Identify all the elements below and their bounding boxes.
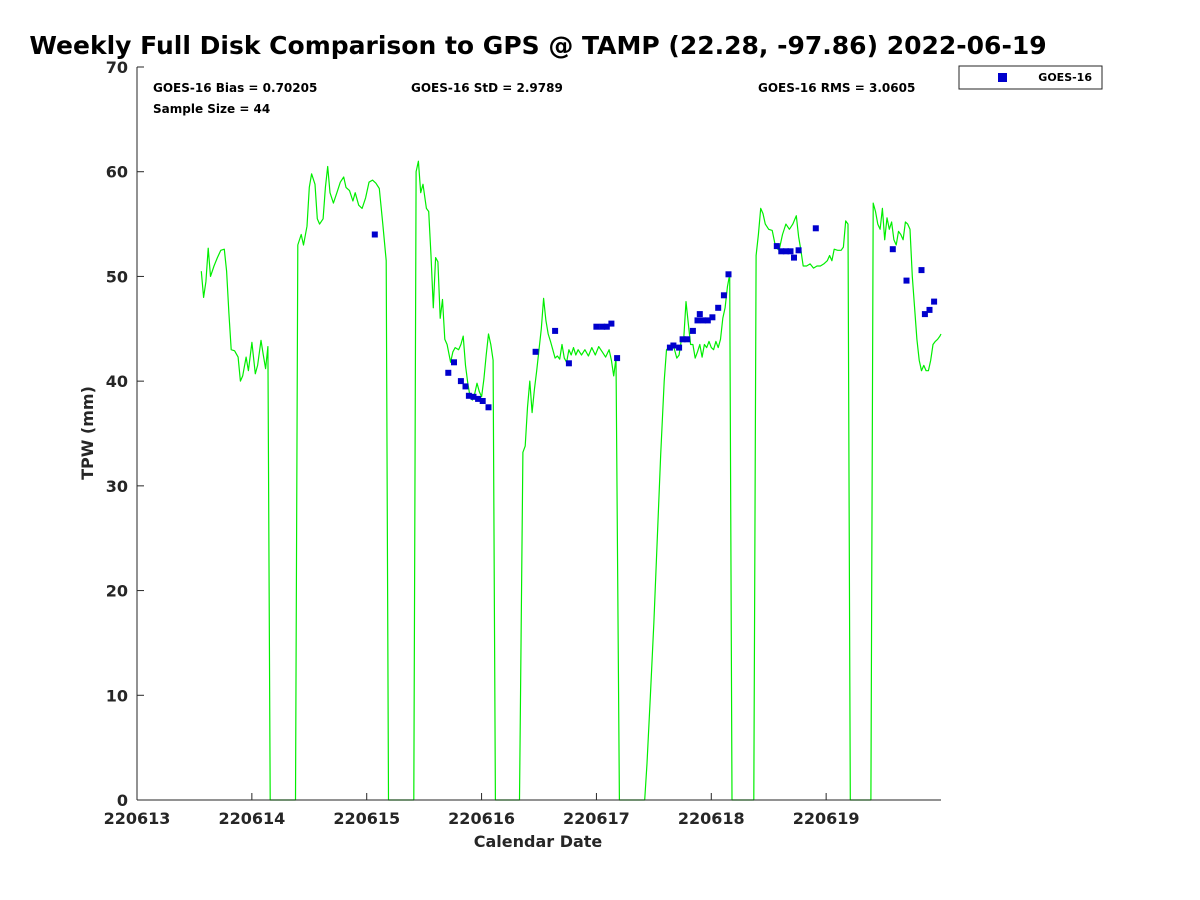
scatter-point [462,383,469,390]
scatter-point [565,360,572,367]
scatter-point [715,304,722,311]
x-axis-label: Calendar Date [474,832,603,851]
scatter-point [696,311,703,318]
scatter-point [704,317,711,324]
std-stat: GOES-16 StD = 2.9789 [411,81,563,95]
scatter-point [670,342,677,349]
scatter-point [787,248,794,255]
scatter-point [689,327,696,334]
legend: GOES-16 [958,65,1103,90]
chart-title: Weekly Full Disk Comparison to GPS @ TAM… [29,31,1046,60]
x-axis-ticks: 220613 220614 220615 220616 220617 220618 2206… [104,793,860,828]
goes16-scatter-series [371,225,938,411]
y-axis-label: TPW (mm) [78,386,97,480]
scatter-point [931,298,938,305]
legend-box [958,65,1103,90]
scatter-point [725,271,732,278]
scatter-point [684,336,691,343]
scatter-point [812,225,819,232]
scatter-point [903,277,910,284]
y-tick-label: 30 [106,477,128,496]
scatter-point [371,231,378,238]
scatter-point [889,246,896,253]
scatter-point [773,243,780,250]
y-tick-label: 70 [106,58,128,77]
scatter-point [679,336,686,343]
x-tick-label: 220614 [218,809,285,828]
scatter-point [926,306,933,313]
x-tick-label: 220618 [678,809,745,828]
sample-size-stat: Sample Size = 44 [153,102,270,116]
y-axis-ticks: 0 10 20 30 40 50 60 70 [106,58,144,810]
scatter-point [778,248,785,255]
legend-label-goes16: GOES-16 [1038,71,1092,84]
scatter-point [694,317,701,324]
scatter-point [795,247,802,254]
y-tick-label: 60 [106,163,128,182]
x-tick-label: 220613 [104,809,171,828]
bias-stat: GOES-16 Bias = 0.70205 [153,81,317,95]
scatter-point [666,344,673,351]
scatter-point [532,348,539,355]
y-tick-label: 40 [106,372,128,391]
scatter-point [709,314,716,321]
scatter-point [445,369,452,376]
scatter-point [475,395,482,402]
plot-area [137,67,941,800]
scatter-point [791,254,797,261]
scatter-point [603,323,610,330]
scatter-point [614,355,621,362]
scatter-point [918,267,925,274]
scatter-point [921,311,928,318]
x-tick-label: 220616 [448,809,515,828]
tpw-line-series [200,160,942,801]
y-tick-label: 0 [117,791,128,810]
scatter-point [700,317,707,324]
scatter-point [782,248,789,255]
x-tick-label: 220617 [563,809,630,828]
scatter-point [485,404,492,411]
y-tick-label: 10 [106,686,128,705]
y-tick-label: 20 [106,582,128,601]
rms-stat: GOES-16 RMS = 3.0605 [758,81,915,95]
scatter-point [465,392,472,399]
scatter-point [451,359,457,366]
scatter-point [552,327,559,334]
scatter-point [457,378,464,385]
scatter-point [599,323,606,330]
scatter-point [608,320,615,327]
scatter-point [479,398,486,404]
scatter-point [470,393,477,400]
legend-marker-goes16 [998,73,1007,82]
y-tick-label: 50 [106,267,128,286]
x-tick-label: 220619 [793,809,860,828]
scatter-point [720,292,727,299]
scatter-point [676,344,683,351]
x-tick-label: 220615 [333,809,400,828]
series-line [200,160,942,801]
scatter-point [593,323,600,330]
